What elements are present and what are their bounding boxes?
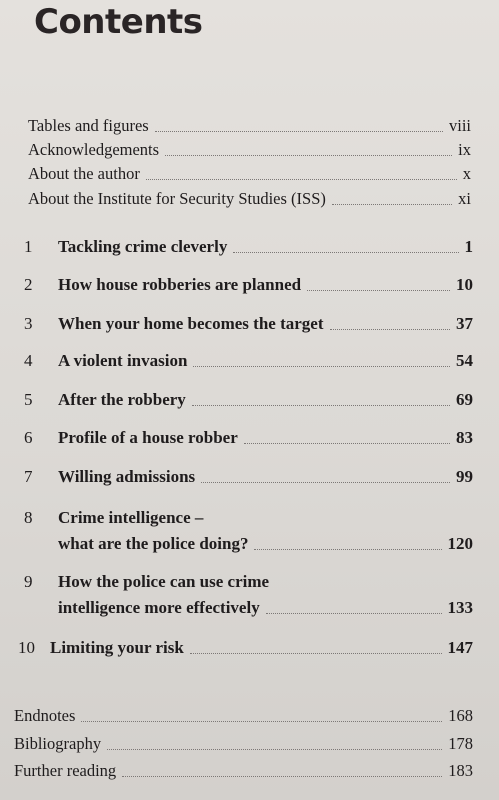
dot-leader [165, 154, 453, 156]
chapter-title: After the robbery [58, 390, 186, 409]
toc-chapter-6: 6 Profile of a house robber 83 [24, 428, 473, 448]
dot-leader [193, 365, 450, 367]
dot-leader [329, 328, 450, 330]
chapter-page: 147 [447, 638, 474, 657]
toc-chapter-5: 5 After the robbery 69 [24, 390, 473, 410]
toc-entry-label: Endnotes [14, 706, 76, 725]
toc-chapter-1: 1 Tackling crime cleverly 1 [24, 237, 473, 257]
dot-leader [243, 442, 450, 444]
dot-leader [154, 130, 443, 132]
toc-entry-label: About the Institute for Security Studies… [28, 189, 326, 208]
toc-entry-acknowledgements: Acknowledgements ix [28, 140, 471, 160]
toc-entry-label: Acknowledgements [28, 140, 160, 159]
chapter-page: 69 [456, 390, 473, 409]
toc-entry-label: Further reading [14, 761, 117, 780]
chapter-title-line2: intelligence more effectively [58, 598, 260, 617]
toc-entry-page: x [462, 164, 471, 183]
dot-leader [189, 652, 442, 654]
chapter-number: 7 [24, 467, 33, 486]
chapter-page: 99 [456, 467, 473, 486]
chapter-title: How house robberies are planned [58, 275, 302, 294]
toc-entry-label: Tables and figures [28, 116, 149, 135]
dot-leader [145, 178, 457, 180]
chapter-page: 133 [447, 598, 474, 617]
chapter-number: 3 [24, 314, 33, 333]
chapter-title: A violent invasion [58, 351, 188, 370]
toc-entry-further-reading: Further reading 183 [14, 761, 473, 781]
toc-entry-label: Bibliography [14, 734, 102, 753]
chapter-title-line1: How the police can use crime [58, 572, 270, 591]
chapter-page: 83 [456, 428, 473, 447]
toc-entry-page: 168 [448, 706, 473, 725]
chapter-page: 120 [447, 534, 474, 553]
chapter-number: 1 [24, 237, 33, 256]
chapter-page: 10 [456, 275, 473, 294]
dot-leader [233, 251, 459, 253]
dot-leader [122, 775, 443, 777]
toc-entry-page: ix [458, 140, 471, 159]
chapter-number: 10 [18, 638, 35, 657]
toc-entry-page: 183 [448, 761, 473, 780]
dot-leader [331, 203, 453, 205]
toc-entry-label: About the author [28, 164, 140, 183]
dot-leader [254, 548, 442, 550]
dot-leader [265, 612, 442, 614]
chapter-title: Limiting your risk [50, 638, 184, 657]
toc-entry-page: viii [448, 116, 471, 135]
chapter-page: 1 [464, 237, 474, 256]
toc-entry-tables-and-figures: Tables and figures viii [28, 116, 471, 136]
chapter-number: 9 [24, 572, 33, 591]
toc-entry-bibliography: Bibliography 178 [14, 734, 473, 754]
toc-entry-about-the-author: About the author x [28, 164, 471, 184]
chapter-page: 37 [456, 314, 473, 333]
chapter-number: 8 [24, 508, 33, 527]
toc-chapter-3: 3 When your home becomes the target 37 [24, 314, 473, 334]
chapter-number: 2 [24, 275, 33, 294]
dot-leader [307, 289, 450, 291]
toc-entry-about-iss: About the Institute for Security Studies… [28, 189, 471, 209]
toc-chapter-10: 10 Limiting your risk 147 [18, 638, 473, 658]
chapter-title: When your home becomes the target [58, 314, 324, 333]
toc-entry-page: xi [458, 189, 471, 208]
toc-entry-endnotes: Endnotes 168 [14, 706, 473, 726]
chapter-number: 6 [24, 428, 33, 447]
chapter-title: Profile of a house robber [58, 428, 238, 447]
toc-chapter-4: 4 A violent invasion 54 [24, 351, 473, 371]
page-title: Contents [34, 2, 203, 42]
chapter-title: Tackling crime cleverly [58, 237, 228, 256]
chapter-title-line2: what are the police doing? [58, 534, 249, 553]
chapter-title: Willing admissions [58, 467, 196, 486]
dot-leader [107, 748, 443, 750]
dot-leader [81, 720, 443, 722]
chapter-title-line1: Crime intelligence – [58, 508, 204, 527]
toc-chapter-2: 2 How house robberies are planned 10 [24, 275, 473, 295]
toc-chapter-7: 7 Willing admissions 99 [24, 467, 473, 487]
chapter-number: 4 [24, 351, 33, 370]
dot-leader [201, 481, 450, 483]
dot-leader [191, 404, 450, 406]
chapter-page: 54 [456, 351, 473, 370]
toc-entry-page: 178 [448, 734, 473, 753]
chapter-number: 5 [24, 390, 33, 409]
